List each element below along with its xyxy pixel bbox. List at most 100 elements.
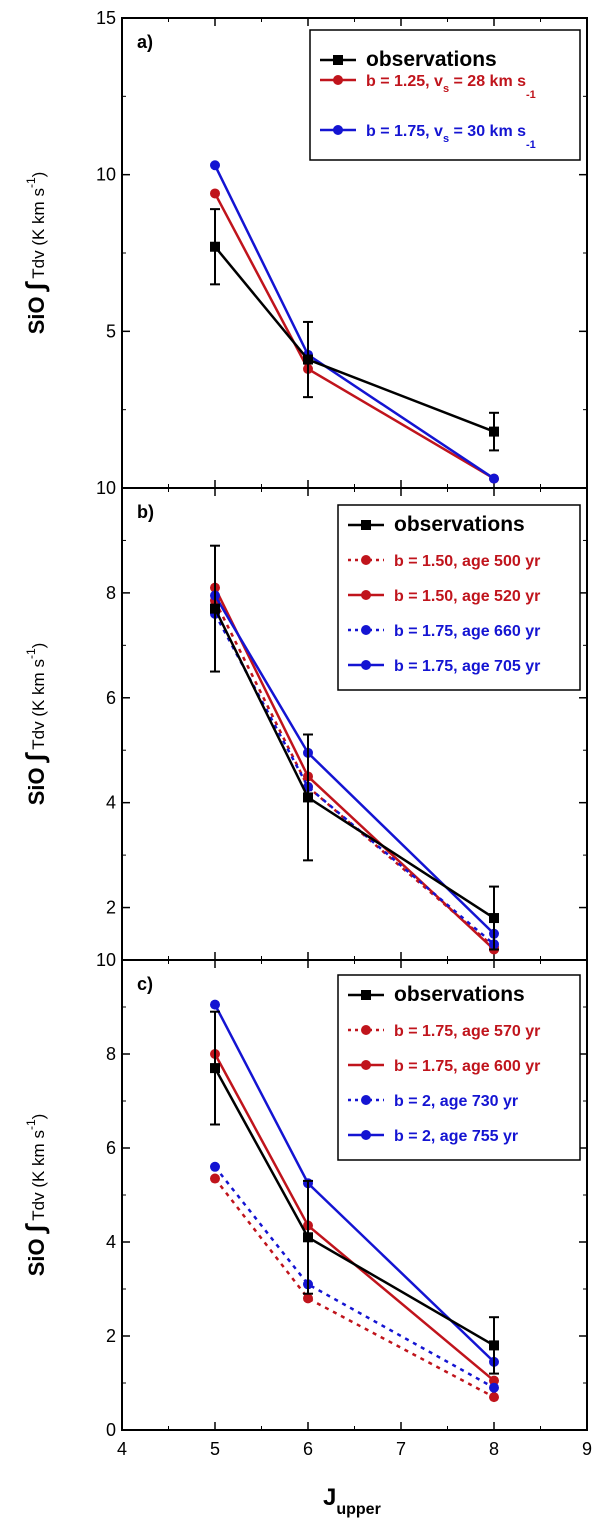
legend-item: observations	[348, 513, 525, 536]
legend-item: observations	[348, 983, 525, 1006]
legend: observations b = 1.75, age 570 yr b = 1.75…	[337, 974, 581, 1161]
x-ticks	[121, 488, 588, 960]
data-point	[489, 473, 499, 484]
legend-item: b = 1.75, age 600 yr	[348, 1058, 540, 1075]
data-point	[303, 1293, 313, 1304]
series-line	[214, 1177, 495, 1399]
y-tick-label: 10	[96, 478, 116, 498]
legend-label: b = 1.75, vs = 30 km s-1	[366, 123, 536, 151]
legend-label: b = 1.25, vs = 28 km s-1	[366, 73, 536, 101]
series-0	[210, 1010, 499, 1375]
panel-label: c)	[137, 974, 153, 994]
data-point	[210, 1063, 220, 1074]
legend-label: b = 1.75, age 705 yr	[394, 658, 540, 675]
data-point	[210, 999, 220, 1010]
y-ticks: 2 4 6 8 10	[96, 478, 587, 961]
y-tick-label: 6	[106, 1138, 116, 1158]
legend: observations b = 1.50, age 500 yr b = 1.50…	[337, 504, 581, 691]
legend-label: b = 2, age 755 yr	[394, 1128, 518, 1145]
y-tick-label: 0	[106, 1420, 116, 1440]
legend-label: observations	[394, 513, 525, 536]
series-0	[210, 208, 499, 452]
legend-marker	[361, 990, 371, 1000]
y-tick-label: 4	[106, 793, 116, 813]
legend-item: b = 2, age 755 yr	[348, 1128, 518, 1145]
data-point	[303, 792, 313, 803]
legend-box	[309, 29, 581, 161]
x-axis-label-sub: upper	[336, 1501, 380, 1518]
data-point	[210, 1161, 220, 1172]
y-tick-label: 8	[106, 583, 116, 603]
legend-label: b = 1.50, age 500 yr	[394, 553, 540, 570]
series-2	[210, 160, 499, 484]
x-tick-label: 8	[489, 1439, 499, 1459]
legend-box	[337, 974, 581, 1161]
data-point	[489, 913, 499, 924]
data-point	[303, 354, 313, 365]
legend-marker	[333, 75, 343, 85]
panel-label: a)	[137, 32, 153, 52]
y-tick-label: 10	[96, 165, 116, 185]
y-axis-label: SiO ∫ Tdv (K km s-1)	[20, 172, 50, 335]
legend-label: b = 1.75, age 570 yr	[394, 1023, 540, 1040]
y-axis-label: SiO ∫ Tdv (K km s-1)	[20, 1114, 50, 1277]
legend-item: b = 1.75, age 570 yr	[348, 1023, 540, 1040]
legend-label: b = 2, age 730 yr	[394, 1093, 518, 1110]
legend-marker	[361, 1060, 371, 1070]
legend-item: b = 1.75, age 705 yr	[348, 658, 540, 675]
data-point	[210, 160, 220, 171]
legend-item: b = 2, age 730 yr	[348, 1093, 518, 1110]
legend-marker	[361, 1130, 371, 1140]
data-point	[210, 188, 220, 199]
legend-marker	[361, 1025, 371, 1035]
y-tick-label: 10	[96, 950, 116, 970]
legend-item: b = 1.50, age 500 yr	[348, 553, 540, 570]
data-point	[489, 1392, 499, 1403]
y-tick-label: 2	[106, 1326, 116, 1346]
data-point	[489, 426, 499, 437]
data-point	[489, 1340, 499, 1351]
panel-label: b)	[137, 502, 154, 522]
legend-label: observations	[366, 48, 497, 71]
x-tick-label: 4	[117, 1439, 127, 1459]
legend-marker	[361, 555, 371, 565]
series-3	[210, 1161, 499, 1393]
legend-box	[337, 504, 581, 691]
y-tick-label: 2	[106, 898, 116, 918]
x-tick-label: 5	[210, 1439, 220, 1459]
data-point	[210, 603, 220, 614]
x-tick-label: 6	[303, 1439, 313, 1459]
legend-marker	[361, 520, 371, 530]
y-tick-label: 5	[106, 321, 116, 341]
data-point	[489, 1375, 499, 1386]
legend-label: observations	[394, 983, 525, 1006]
y-ticks: 5 10 15	[96, 8, 587, 411]
data-point	[210, 241, 220, 252]
x-tick-label: 9	[582, 1439, 592, 1459]
legend-item: b = 1.50, age 520 yr	[348, 588, 540, 605]
legend-marker	[333, 55, 343, 65]
legend-label: b = 1.75, age 660 yr	[394, 623, 540, 640]
legend-marker	[333, 125, 343, 135]
series-line	[213, 192, 495, 480]
y-tick-label: 15	[96, 8, 116, 28]
data-point	[210, 1173, 220, 1184]
data-point	[303, 1232, 313, 1243]
series-0	[210, 544, 499, 951]
legend-marker	[361, 590, 371, 600]
x-tick-label: 7	[396, 1439, 406, 1459]
y-tick-label: 6	[106, 688, 116, 708]
y-tick-label: 8	[106, 1044, 116, 1064]
panel-2: 2 4 6 8 10 b) SiO ∫ Tdv (K km s-1) observations…	[20, 478, 588, 961]
legend-item: observations	[320, 48, 497, 71]
legend-label: b = 1.75, age 600 yr	[394, 1058, 540, 1075]
legend-item: b = 1.75, age 660 yr	[348, 623, 540, 640]
panel-3: 4 5 6 7 8 9 0 2 4 6 8 10 c) SiO ∫ Tdv (K km s-1) obser…	[20, 950, 592, 1459]
x-axis-label: Jupper	[323, 1484, 381, 1518]
y-tick-label: 4	[106, 1232, 116, 1252]
series-line	[214, 1166, 495, 1389]
x-ticks: 4 5 6 7 8 9	[117, 960, 592, 1459]
legend-marker	[361, 1095, 371, 1105]
